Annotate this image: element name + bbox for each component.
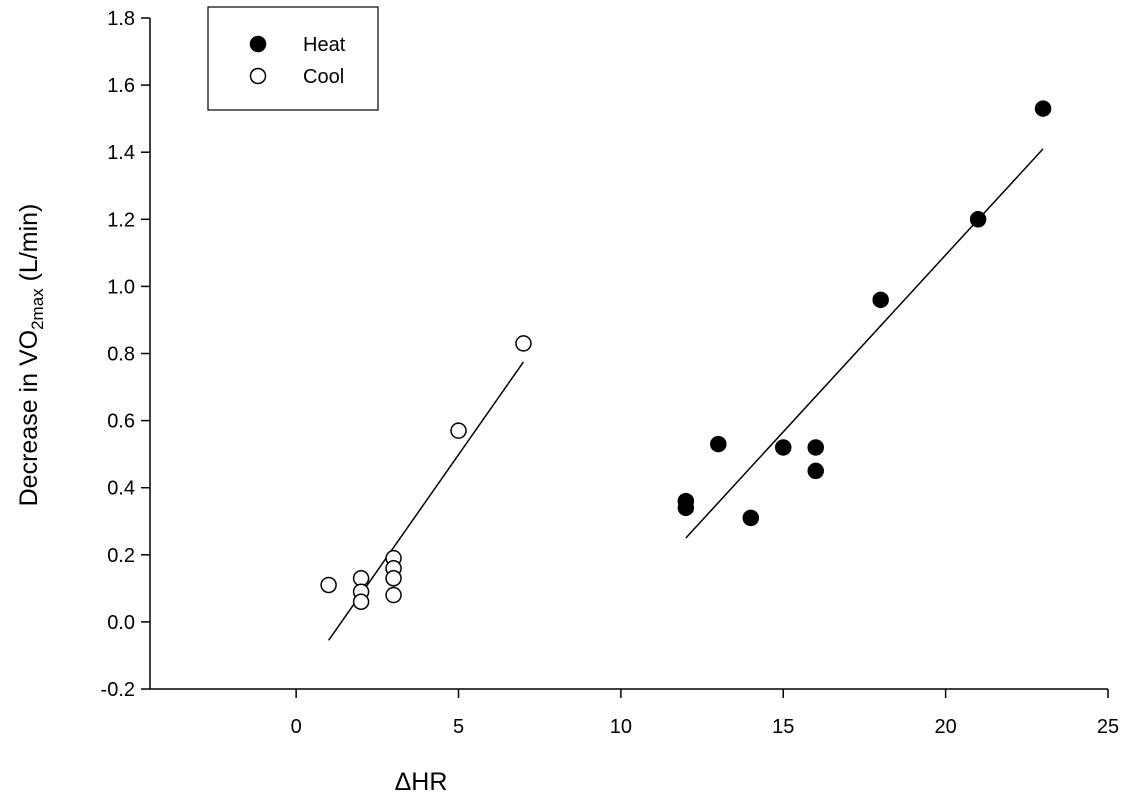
x-tick-label: 15 <box>772 716 794 738</box>
heat-data-point <box>969 211 987 228</box>
x-tick-label: 5 <box>453 716 464 738</box>
heat-data-point <box>742 509 760 527</box>
y-axis-title-suffix: (L/min) <box>15 204 43 289</box>
legend-label-cool: Cool <box>303 66 344 88</box>
heat-data-point <box>807 439 824 456</box>
cool-data-point <box>515 335 532 352</box>
cool-data-point <box>320 576 337 594</box>
x-tick-label: 0 <box>291 716 302 738</box>
legend: Heat Cool <box>207 6 379 111</box>
y-tick-label: 0.2 <box>107 545 135 567</box>
y-tick-label: 1.4 <box>107 142 135 164</box>
heat-data-point <box>775 439 792 456</box>
y-tick-label: 0.8 <box>107 344 135 366</box>
heat-data-point <box>677 499 695 517</box>
y-tick-label: 0.4 <box>107 478 135 500</box>
heat-data-point <box>807 462 824 480</box>
legend-marker-cool <box>249 67 267 85</box>
y-axis-title: Decrease in VO2max (L/min) <box>15 204 47 507</box>
legend-label-heat: Heat <box>303 34 346 56</box>
y-tick-label: 1.2 <box>107 209 135 231</box>
plot-area <box>320 100 1052 641</box>
y-axis-title-prefix: Decrease in VO <box>15 330 43 506</box>
y-tick-label: 0.6 <box>107 411 135 433</box>
heat-data-point <box>710 435 727 453</box>
y-tick-label: 1.6 <box>107 75 135 97</box>
x-tick-label: 25 <box>1097 716 1119 738</box>
y-tick-label: 0.0 <box>107 612 135 634</box>
legend-box <box>207 6 379 111</box>
heat-regression-line <box>685 148 1044 539</box>
y-tick-label: -0.2 <box>101 679 135 701</box>
heat-data-point <box>872 291 889 309</box>
legend-marker-heat <box>249 35 267 53</box>
cool-data-point <box>385 586 402 604</box>
cool-data-point <box>385 570 402 587</box>
cool-data-point <box>450 422 467 439</box>
y-tick-label: 1.8 <box>107 8 135 30</box>
x-axis-title: ΔHR <box>395 768 448 796</box>
cool-data-point <box>352 593 370 611</box>
x-tick-label: 10 <box>610 716 632 738</box>
axes: 0 5 10 15 20 25 -0.2 0.0 0.2 0.4 0.6 0.8 1.0 1.2 1.4 1.… <box>101 8 1120 738</box>
x-tick-label: 20 <box>935 716 957 738</box>
y-axis-title-subscript: 2max <box>28 288 47 330</box>
y-tick-label: 1.0 <box>107 276 135 298</box>
heat-data-point <box>1034 100 1052 117</box>
